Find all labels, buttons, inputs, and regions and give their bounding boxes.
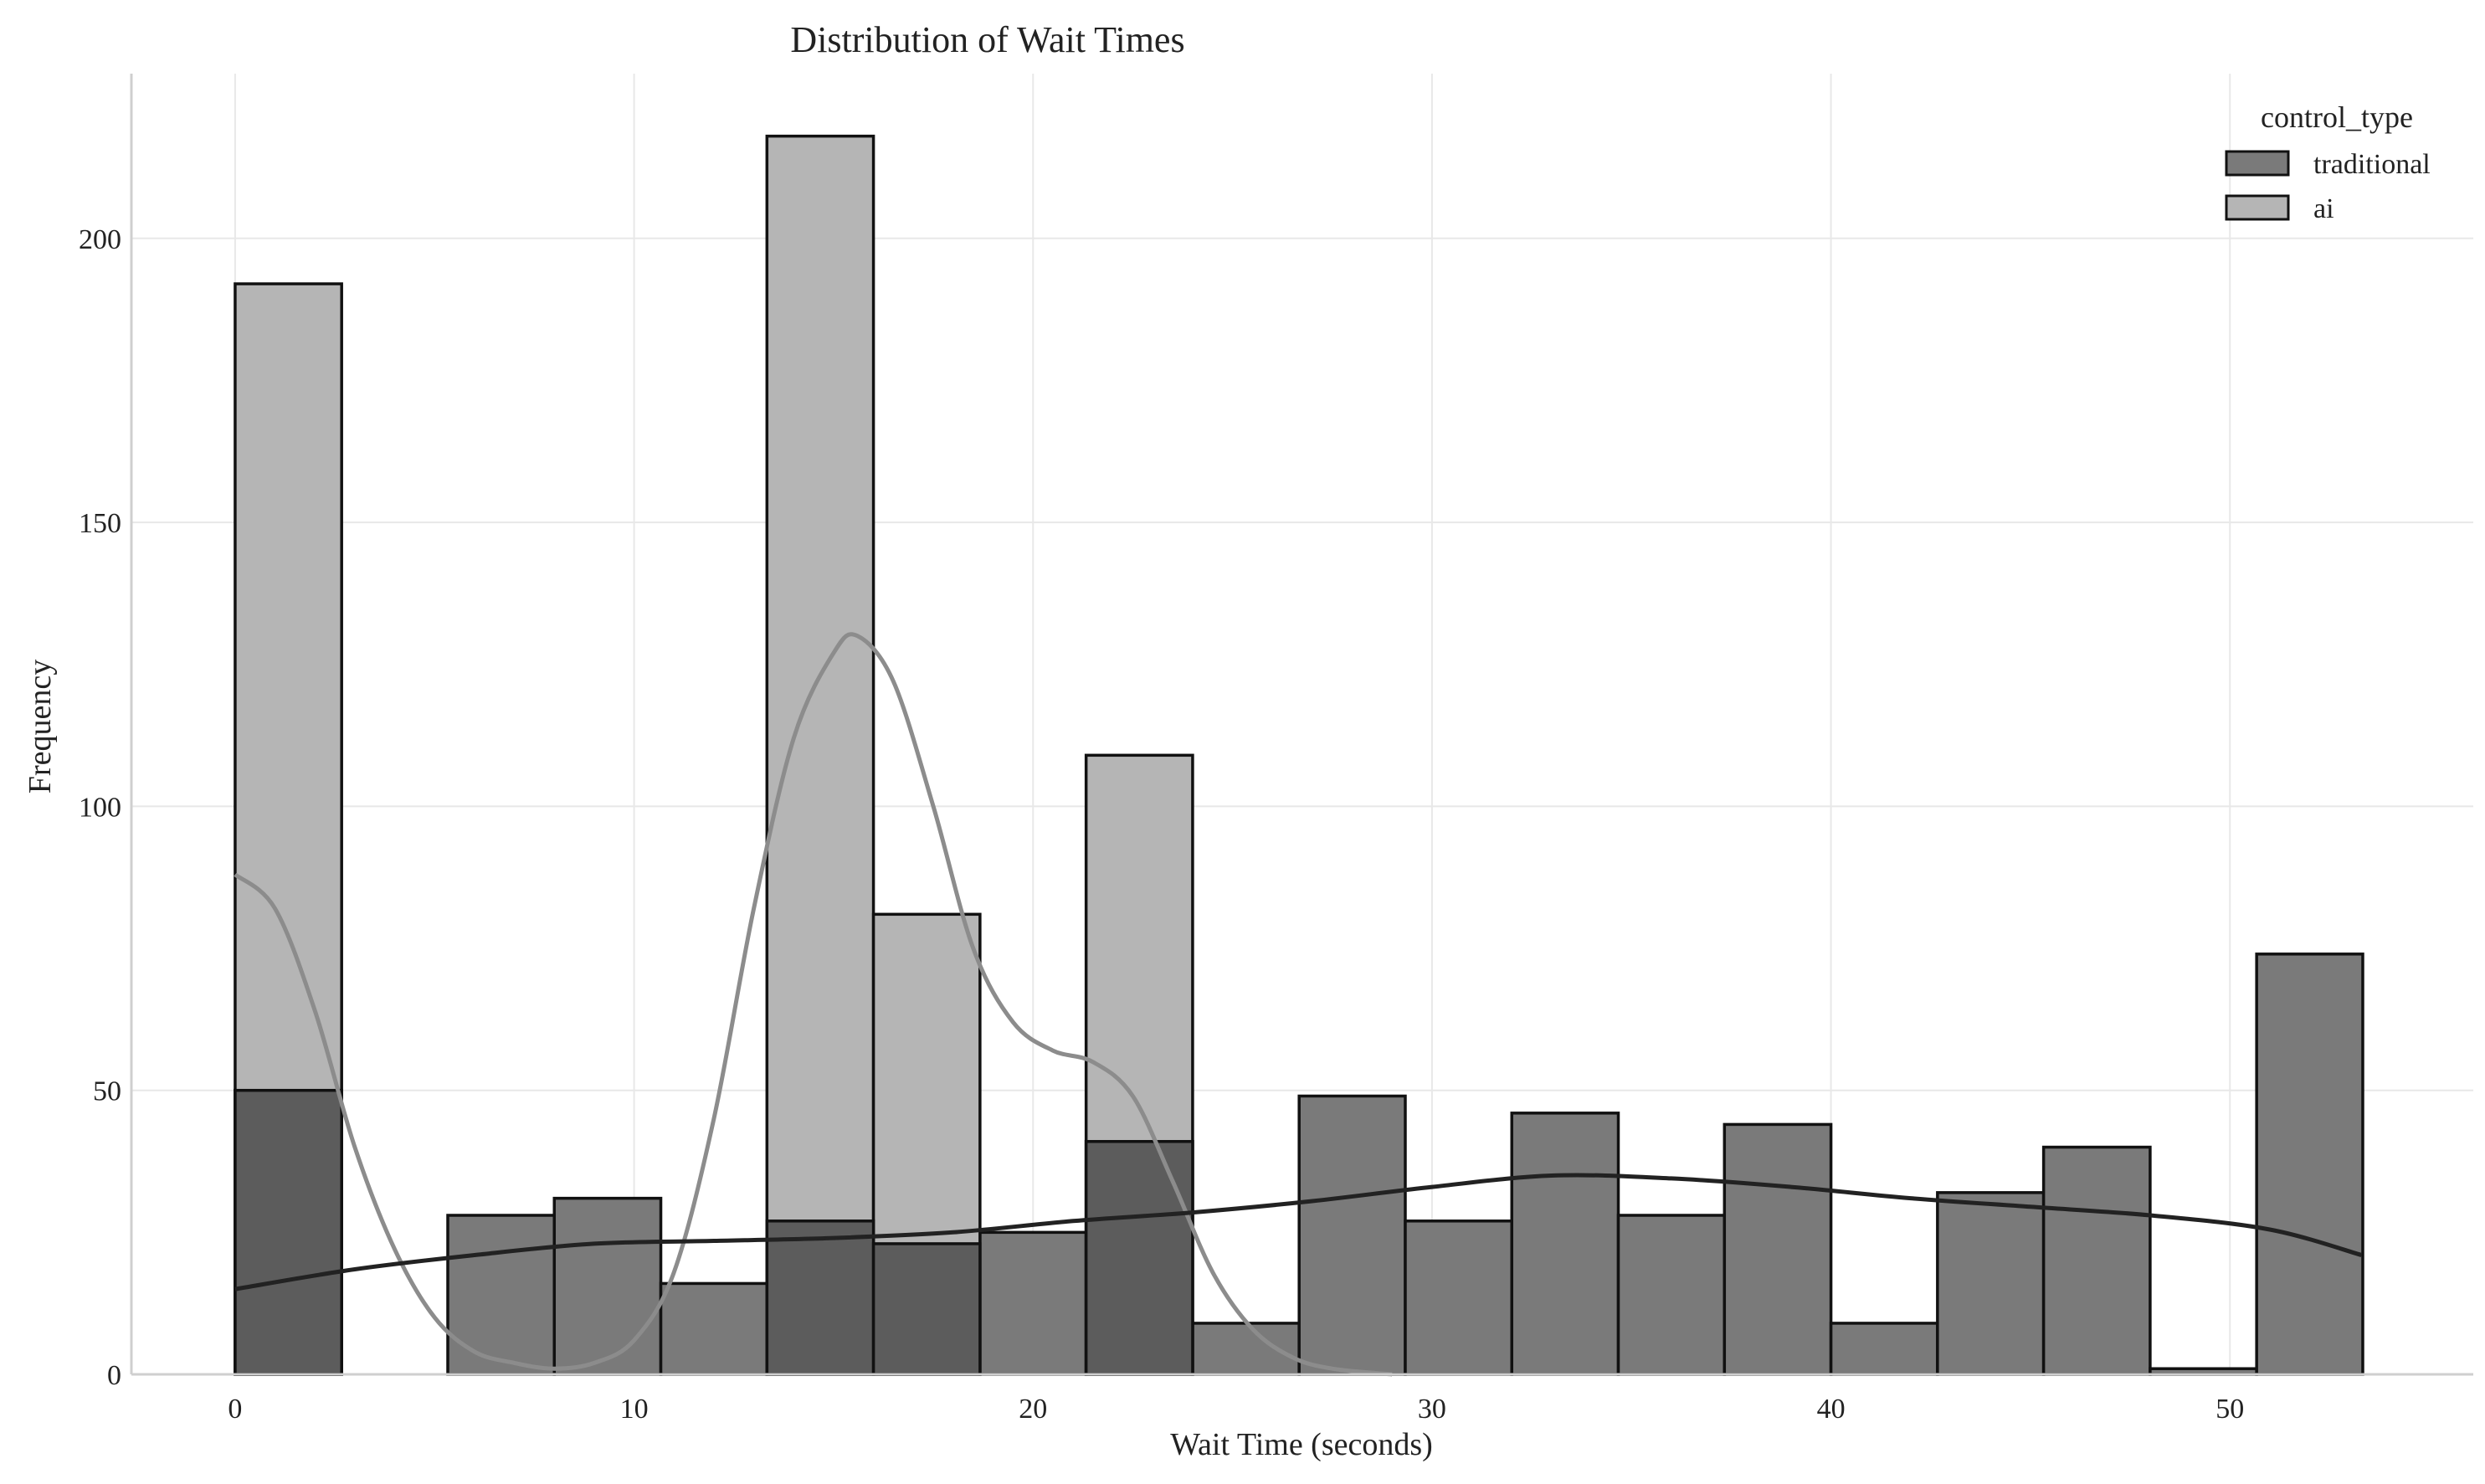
traditional-bar-7 <box>978 1230 1088 1376</box>
traditional-bar-11 <box>1404 1220 1513 1376</box>
traditional-bar-15 <box>1829 1322 1939 1376</box>
traditional-bar-2 <box>446 1214 557 1376</box>
traditional-bar-9 <box>1191 1322 1301 1376</box>
overlap-bar-5 <box>765 1220 875 1376</box>
overlap-bar-8 <box>1084 1140 1194 1376</box>
ai-bars <box>234 134 1194 1376</box>
traditional-bar-13 <box>1616 1214 1727 1376</box>
y-tick-label-3: 150 <box>79 508 121 539</box>
x-tick-label-2: 20 <box>1019 1394 1047 1425</box>
ai-bar-5 <box>765 134 875 1376</box>
legend-swatch-ai <box>2225 194 2290 221</box>
ai-kde-line <box>234 632 1393 1377</box>
x-tick-label-3: 30 <box>1418 1394 1446 1425</box>
overlap-bar-6 <box>871 1242 982 1376</box>
legend-label-traditional: traditional <box>2313 149 2431 180</box>
overlap-bar-0 <box>234 1088 343 1376</box>
legend: control_type traditional ai <box>2225 100 2431 224</box>
traditional-bar-19 <box>2255 953 2364 1376</box>
tick-labels: 0 10 20 30 40 50 0 50 100 150 200 <box>79 224 2244 1425</box>
legend-label-ai: ai <box>2313 193 2334 224</box>
traditional-bar-17 <box>2041 1145 2152 1376</box>
traditional-bars <box>234 953 2364 1376</box>
x-axis-title: Wait Time (seconds) <box>1170 1427 1433 1462</box>
x-tick-label-1: 10 <box>620 1394 649 1425</box>
y-axis-title: Frequency <box>23 660 58 793</box>
x-tick-label-5: 50 <box>2215 1394 2244 1425</box>
traditional-bar-12 <box>1510 1112 1620 1376</box>
traditional-bar-10 <box>1297 1094 1407 1376</box>
y-tick-label-0: 0 <box>107 1360 121 1391</box>
legend-title: control_type <box>2261 100 2413 134</box>
axes <box>130 74 2473 1376</box>
traditional-bar-4 <box>659 1281 769 1376</box>
traditional-bar-3 <box>552 1196 663 1376</box>
y-tick-label-2: 100 <box>79 792 121 823</box>
chart-title: Distribution of Wait Times <box>790 19 1184 60</box>
y-tick-label-1: 50 <box>93 1076 121 1107</box>
x-tick-label-0: 0 <box>228 1394 242 1425</box>
x-tick-label-4: 40 <box>1817 1394 1846 1425</box>
legend-swatch-traditional <box>2225 150 2290 177</box>
traditional-bar-16 <box>1936 1191 2046 1376</box>
y-tick-label-4: 200 <box>79 224 121 255</box>
traditional-bar-14 <box>1723 1122 1833 1376</box>
traditional-kde-line <box>234 1173 2363 1291</box>
kde-curves <box>234 632 2363 1377</box>
